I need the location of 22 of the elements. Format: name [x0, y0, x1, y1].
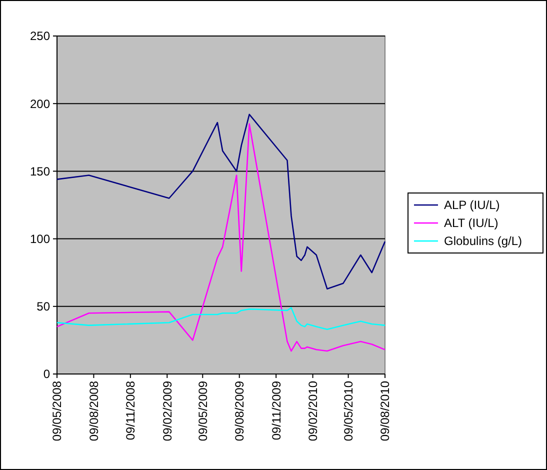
- x-tick-label: 09/05/2008: [50, 380, 64, 442]
- legend-label: Globulins (g/L): [444, 234, 522, 248]
- line-series: [56, 114, 386, 290]
- y-tick-label: 100: [30, 232, 50, 246]
- legend-label: ALP (IU/L): [444, 198, 500, 212]
- y-tick-label: 50: [36, 300, 50, 314]
- y-tick-label: 200: [30, 96, 50, 111]
- x-tick-label: 09/02/2010: [306, 380, 320, 442]
- y-tick-label: 150: [30, 164, 50, 178]
- x-tick-label: 09/11/2008: [124, 380, 138, 440]
- x-tick-label: 09/05/2009: [196, 380, 210, 442]
- legend-label: ALT (IU/L): [444, 216, 498, 230]
- y-tick-label: 250: [30, 29, 50, 44]
- y-tick-label: 0: [43, 367, 50, 382]
- line-series: [56, 307, 386, 330]
- x-tick-label: 09/11/2009: [269, 380, 284, 440]
- x-tick-label: 09/02/2009: [160, 380, 174, 442]
- x-tick-label: 09/08/2008: [86, 380, 101, 442]
- x-tick-label: 09/08/2010: [378, 380, 392, 442]
- line-series: [56, 123, 386, 352]
- x-tick-label: 09/05/2010: [341, 380, 356, 442]
- x-tick-label: 09/08/2009: [232, 380, 247, 442]
